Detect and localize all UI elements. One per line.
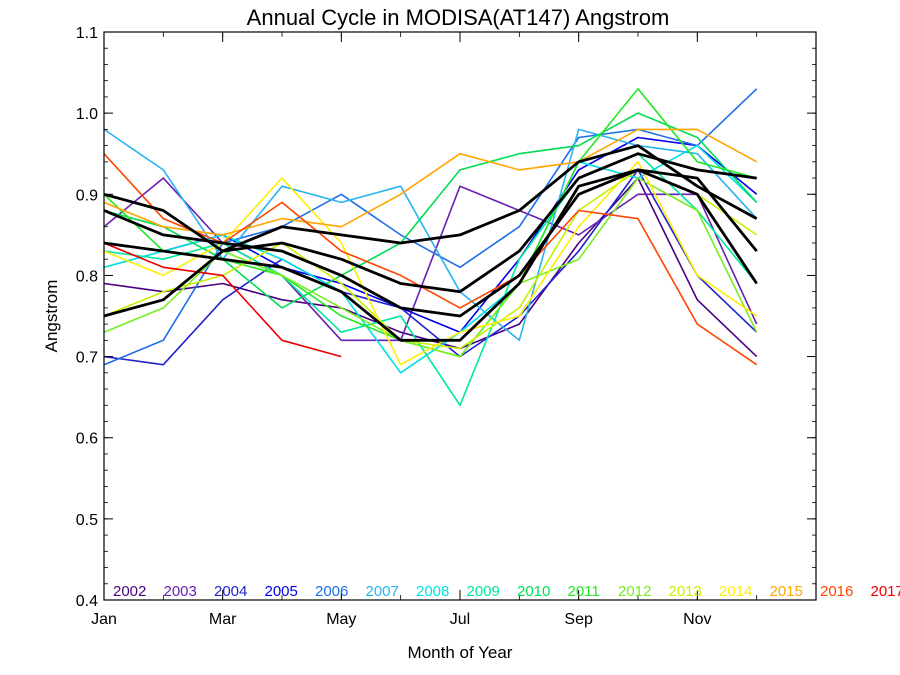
x-tick-label: Nov	[683, 611, 711, 628]
y-tick-label: 0.6	[76, 431, 98, 448]
y-tick-label: 0.5	[76, 512, 98, 529]
x-axis-label: Month of Year	[408, 643, 513, 662]
legend-entry-2014: 2014	[719, 583, 752, 600]
y-axis-label: Angstrom	[42, 280, 61, 353]
legend-entry-2008: 2008	[416, 583, 449, 600]
series-line-2015	[103, 128, 758, 236]
x-tick-label: Mar	[209, 611, 237, 628]
x-tick-label: Jan	[91, 611, 117, 628]
legend-entry-2010: 2010	[517, 583, 550, 600]
series-line-summary-19	[103, 168, 758, 318]
series-line-summary-16	[103, 144, 758, 253]
ticks-layer: 0.4 0.5 0.6 0.7 0.8 0.9 1.0 1.1 Jan Mar May Jul Sep N…	[76, 25, 817, 628]
x-tick-label: Sep	[564, 611, 593, 628]
legend-entry-2007: 2007	[366, 583, 399, 600]
legend-entry-2006: 2006	[315, 583, 348, 600]
chart-title: Annual Cycle in MODISA(AT147) Angstrom	[247, 5, 670, 30]
y-tick-label: 1.0	[76, 106, 98, 123]
series-line-2009	[103, 152, 758, 407]
legend: 2002 2003 2004 2005 2006 2007 2008 2009 2010 2011…	[113, 583, 900, 600]
legend-entry-2011: 2011	[568, 583, 600, 600]
legend-entry-2002: 2002	[113, 583, 146, 600]
legend-entry-2015: 2015	[770, 583, 803, 600]
y-tick-label: 0.8	[76, 268, 98, 285]
series-line-summary-18	[103, 152, 757, 318]
legend-entry-2003: 2003	[164, 583, 197, 600]
y-tick-label: 0.4	[76, 593, 98, 610]
legend-entry-2016: 2016	[820, 583, 853, 600]
series-line-2010	[103, 112, 758, 309]
y-tick-label: 0.9	[76, 187, 98, 204]
x-tick-label: Jul	[450, 611, 470, 628]
y-tick-label: 1.1	[76, 25, 98, 42]
legend-entry-2017: 2017	[871, 583, 900, 600]
legend-entry-2009: 2009	[467, 583, 500, 600]
series-line-2014	[103, 161, 758, 366]
legend-entry-2012: 2012	[618, 583, 651, 600]
legend-entry-2013: 2013	[669, 583, 702, 600]
y-tick-label: 0.7	[76, 350, 98, 367]
legend-entry-2004: 2004	[214, 583, 247, 600]
series-line-2017	[103, 242, 342, 358]
x-tick-label: May	[326, 611, 356, 628]
series-line-2016	[103, 153, 758, 366]
series-line-2004	[103, 169, 758, 366]
legend-entry-2005: 2005	[265, 583, 298, 600]
series-line-2003	[103, 177, 758, 342]
series-layer	[103, 88, 758, 407]
